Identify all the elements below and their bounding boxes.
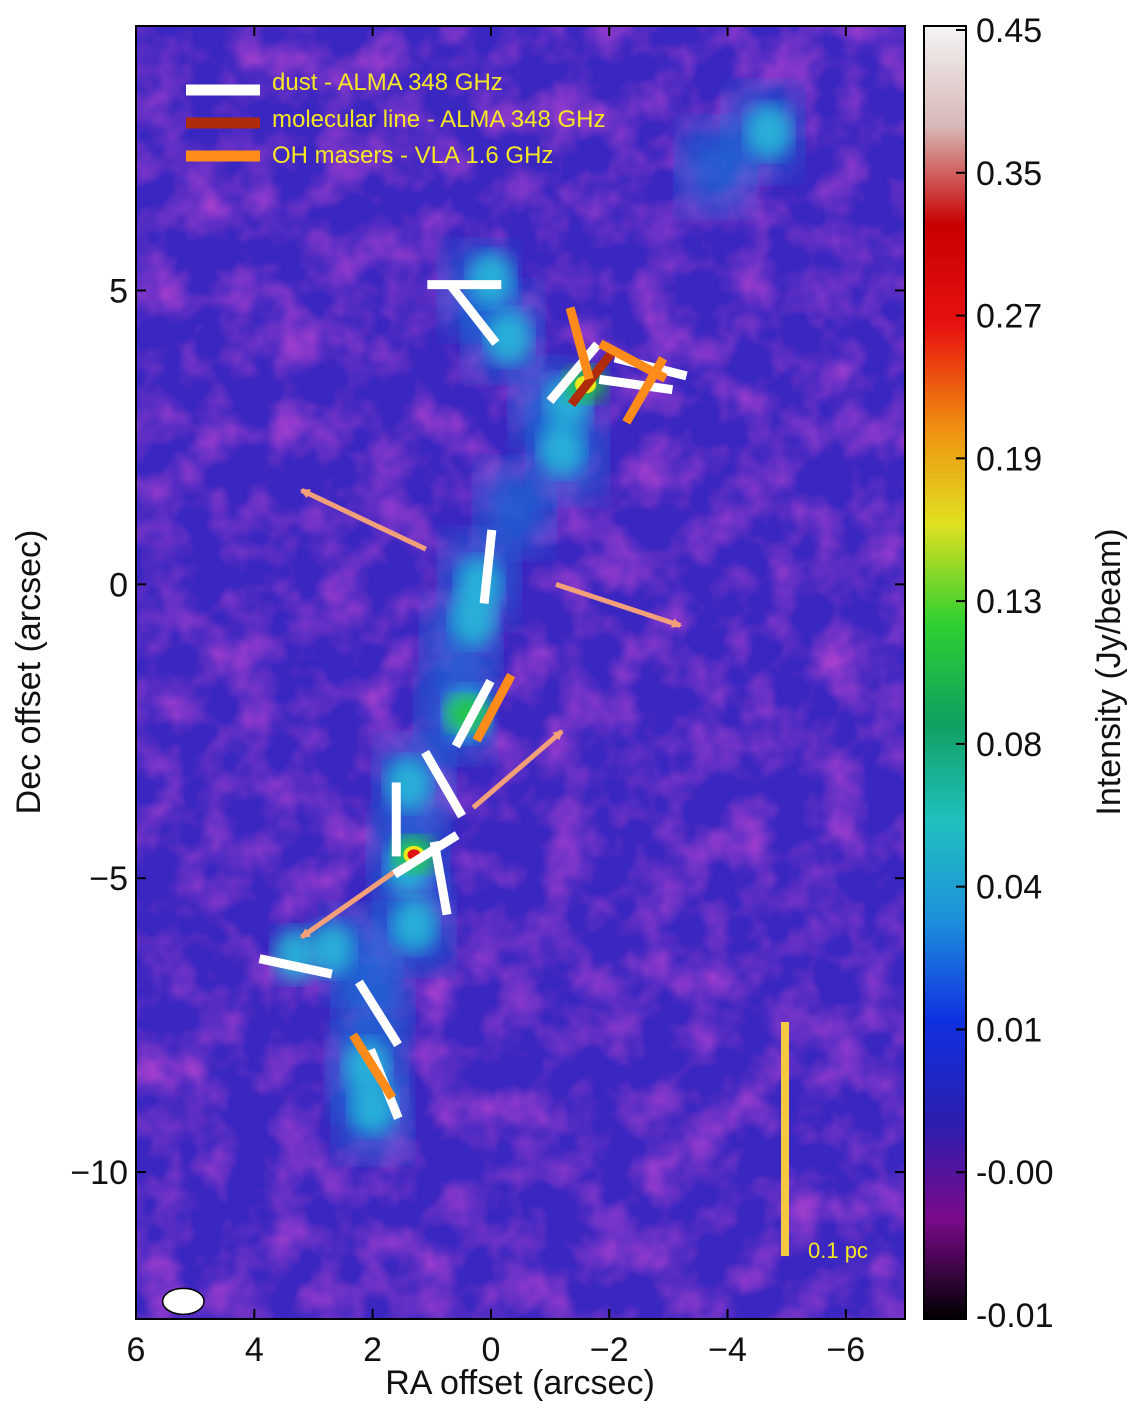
colorbar-tick-label: 0.45 — [976, 12, 1042, 50]
y-axis-label: Dec offset (arcsec) — [10, 530, 48, 815]
emission-core — [746, 105, 792, 159]
vector-dust — [451, 678, 495, 749]
polarization-vectors — [258, 280, 688, 1120]
vector-dust — [479, 529, 497, 604]
y-axis: 5 0 −5 −10 — [70, 272, 905, 1192]
colorbar-tick-label: 0.27 — [976, 298, 1042, 336]
image-panel: 0.1 pc — [136, 26, 905, 1319]
vector-dust — [421, 749, 466, 819]
x-tick-label: 2 — [363, 1331, 382, 1369]
beam-ellipse — [161, 1287, 205, 1316]
x-tick-label: 4 — [245, 1331, 264, 1369]
y-tick-label: 5 — [109, 272, 128, 310]
background-noise — [136, 26, 905, 1319]
vector-dust — [546, 341, 601, 404]
colorbar-bar — [923, 25, 967, 1320]
vector-oh — [565, 306, 594, 381]
colorbar-ticks: 0.45 0.35 0.27 0.19 0.13 0.08 0.04 0.01 -0.00 -0.… — [956, 12, 1054, 1335]
emission-core — [391, 898, 437, 952]
x-axis: 6 4 2 0 −2 −4 −6 — [127, 26, 865, 1369]
y-tick-label: −5 — [89, 860, 128, 898]
vector-dust — [598, 374, 674, 395]
emission-core — [450, 592, 496, 647]
emission-core — [308, 922, 354, 976]
emission-halo — [479, 463, 551, 553]
x-axis-label: RA offset (arcsec) — [385, 1364, 655, 1402]
legend-label-molecular-line: molecular line - ALMA 348 GHz — [272, 106, 605, 133]
colorbar-tick-label: 0.01 — [976, 1011, 1042, 1049]
emission-halo — [680, 122, 752, 212]
vector-dust — [355, 979, 402, 1048]
outflow-arrows — [299, 488, 683, 940]
colorbar: 0.45 0.35 0.27 0.19 0.13 0.08 0.04 0.01 -0.00 -0.… — [923, 12, 1128, 1335]
colorbar-tick-label: 0.04 — [976, 869, 1042, 907]
y-tick-label: 0 — [109, 566, 128, 604]
legend-label-dust: dust - ALMA 348 GHz — [272, 69, 503, 96]
legend: dust - ALMA 348 GHz molecular line - ALM… — [186, 69, 605, 169]
vector-dust — [446, 282, 500, 346]
x-tick-label: 0 — [481, 1331, 500, 1369]
vector-oh — [349, 1032, 397, 1101]
colorbar-tick-label: 0.35 — [976, 155, 1042, 193]
legend-label-oh-masers: OH masers - VLA 1.6 GHz — [272, 142, 553, 169]
vector-line — [567, 350, 616, 408]
x-tick-label: 6 — [127, 1331, 146, 1369]
vector-oh — [622, 356, 668, 425]
vector-dust — [429, 841, 452, 916]
emission-core — [468, 252, 514, 306]
emission-core — [486, 310, 532, 365]
colorbar-tick-label: -0.00 — [976, 1154, 1054, 1192]
colorbar-tick-label: 0.08 — [976, 726, 1042, 764]
emission-core — [539, 422, 585, 476]
plot-frame — [135, 25, 906, 1320]
colorbar-tick-label: 0.19 — [976, 440, 1042, 478]
x-tick-label: −6 — [826, 1331, 865, 1369]
outflow-arrow — [299, 488, 427, 552]
x-tick-label: −2 — [590, 1331, 629, 1369]
outflow-arrow — [555, 581, 683, 628]
outflow-arrow — [471, 729, 564, 810]
vector-dust — [258, 954, 333, 979]
vector-oh — [472, 673, 516, 743]
scale-bar-label: 0.1 pc — [808, 1238, 868, 1263]
colorbar-tick-label: 0.13 — [976, 583, 1042, 621]
x-tick-label: −4 — [708, 1331, 747, 1369]
outflow-arrow — [299, 864, 404, 940]
colorbar-label: Intensity (Jy/beam) — [1090, 528, 1128, 815]
colorbar-tick-label: -0.01 — [976, 1297, 1054, 1335]
y-tick-label: −10 — [70, 1154, 128, 1192]
vector-dust — [392, 831, 460, 879]
